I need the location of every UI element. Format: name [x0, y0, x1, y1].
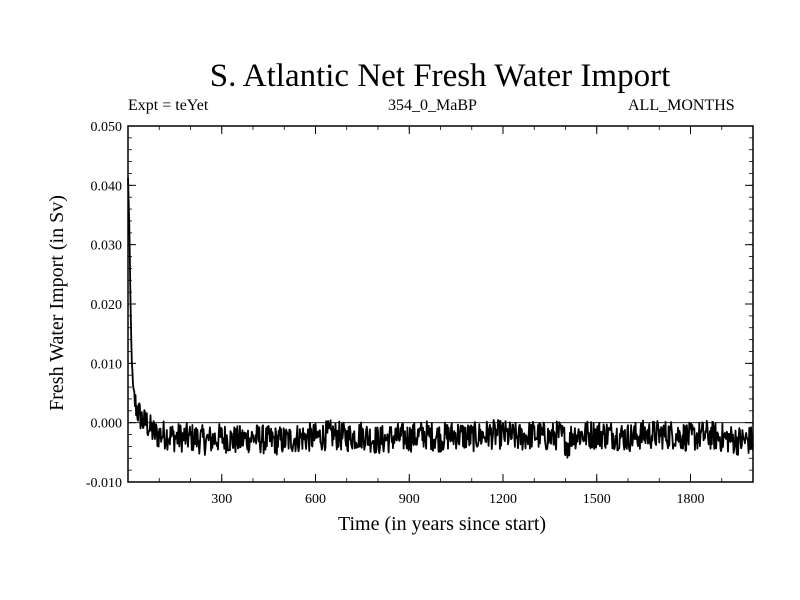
- y-tick-label: 0.000: [91, 417, 123, 432]
- x-tick-label: 1500: [583, 492, 611, 507]
- y-tick-label: 0.040: [91, 179, 123, 194]
- experiment-label: Expt = teYet: [128, 97, 209, 114]
- y-tick-label: 0.010: [91, 357, 123, 372]
- y-tick-label: 0.050: [91, 120, 123, 135]
- x-tick-label: 1800: [677, 492, 705, 507]
- x-tick-label: 300: [211, 492, 232, 507]
- period-label: 354_0_MaBP: [388, 97, 477, 114]
- x-axis-label: Time (in years since start): [338, 513, 546, 535]
- x-tick-label: 600: [305, 492, 326, 507]
- chart-title: S. Atlantic Net Fresh Water Import: [209, 58, 671, 94]
- series-line: [127, 177, 754, 459]
- y-tick-label: 0.030: [91, 239, 123, 254]
- y-axis-label: Fresh Water Import (in Sv): [46, 195, 68, 411]
- x-tick-label: 1200: [489, 492, 517, 507]
- x-tick-label: 900: [399, 492, 420, 507]
- y-tick-label: -0.010: [86, 476, 122, 491]
- y-tick-label: 0.020: [91, 298, 123, 313]
- months-label: ALL_MONTHS: [628, 97, 735, 114]
- plot-area: -0.010 0.000 0.010 0.020 0.030 0.040 0.050 300 6…: [86, 120, 754, 507]
